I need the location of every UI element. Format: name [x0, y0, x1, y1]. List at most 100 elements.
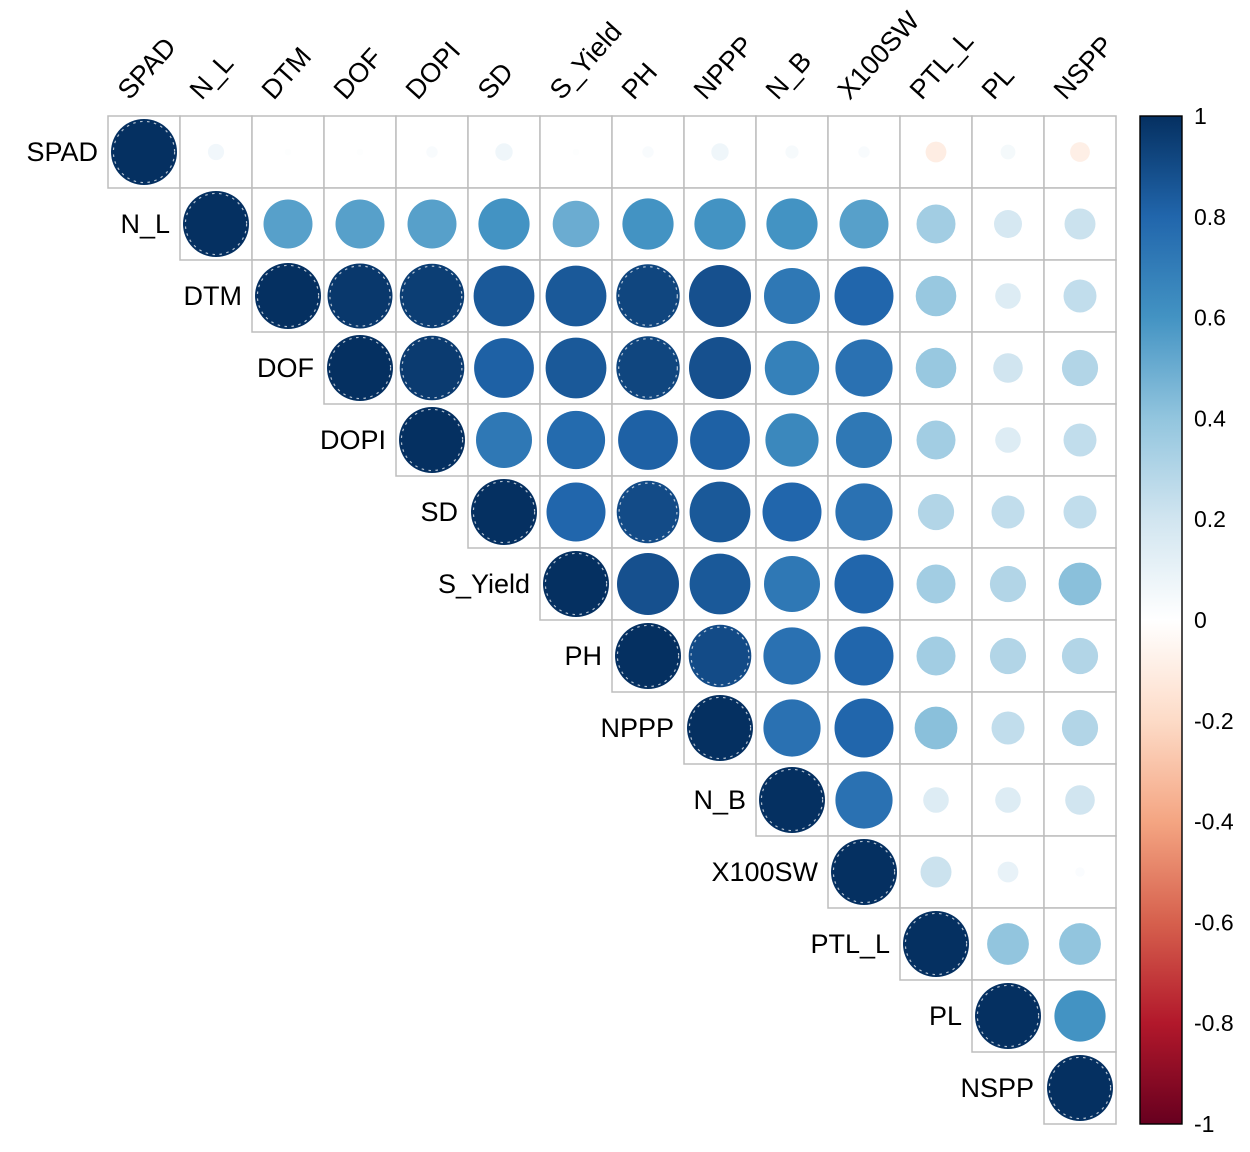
correlation-circle [765, 413, 819, 467]
circle-outline-ring [832, 840, 896, 904]
correlation-circle [1000, 144, 1016, 160]
correlation-circle [835, 339, 893, 397]
correlation-circle [1063, 279, 1097, 313]
correlation-circle [543, 551, 609, 617]
correlation-circle [1061, 349, 1099, 387]
correlation-circle [426, 146, 438, 158]
row-label: DOPI [320, 425, 386, 455]
correlation-circle [545, 265, 607, 327]
correlation-circle [399, 335, 465, 401]
colorbar-tick-label: 0 [1194, 607, 1207, 633]
correlation-circle [997, 861, 1019, 883]
correlation-circle [111, 119, 177, 185]
row-label: PH [564, 641, 602, 671]
colorbar-tick-label: 0.2 [1194, 506, 1226, 532]
correlation-circle [694, 198, 746, 250]
correlation-circle [764, 556, 820, 612]
column-label: NSPP [1048, 30, 1119, 105]
correlation-circle [615, 623, 681, 689]
correlation-circle [925, 141, 947, 163]
correlation-circle [572, 148, 580, 156]
correlation-circle [474, 338, 534, 398]
correlation-circle [622, 198, 674, 250]
circle-outline-ring [690, 626, 750, 686]
matrix-cell [611, 115, 685, 189]
correlation-circle [689, 265, 751, 327]
correlation-circle [914, 706, 958, 750]
correlation-circle [1059, 923, 1101, 965]
correlation-circle [207, 143, 225, 161]
correlation-circle [689, 553, 751, 615]
circle-outline-ring [472, 480, 536, 544]
correlation-circle [989, 565, 1027, 603]
correlation-circle [546, 482, 606, 542]
correlation-circle [546, 410, 606, 470]
colorbar-tick-label: -0.2 [1194, 708, 1234, 734]
circle-outline-ring [328, 336, 392, 400]
correlation-circle [399, 263, 465, 329]
correlation-circle [1070, 142, 1090, 162]
correlation-circle [991, 495, 1025, 529]
correlation-circle [991, 711, 1025, 745]
circle-outline-ring [760, 768, 824, 832]
correlation-circle [1054, 990, 1106, 1042]
circle-outline-ring [401, 337, 463, 399]
column-label: N_L [184, 48, 239, 105]
correlation-circle [785, 145, 799, 159]
circle-outline-ring [976, 984, 1040, 1048]
correlation-circle [762, 482, 822, 542]
correlation-circle [915, 347, 957, 389]
correlation-circle [616, 336, 680, 400]
row-label: DTM [184, 281, 242, 311]
correlation-circle [1063, 423, 1097, 457]
correlation-circle [903, 911, 969, 977]
correlation-circle [473, 265, 535, 327]
colorbar-tick-label: -0.8 [1194, 1010, 1234, 1036]
correlation-circle [835, 483, 893, 541]
correlation-circle [975, 983, 1041, 1049]
correlation-circle [1047, 1055, 1113, 1121]
correlation-circle [1064, 208, 1096, 240]
circle-outline-ring [112, 120, 176, 184]
correlation-circle [1061, 637, 1099, 675]
correlation-circle [834, 626, 894, 686]
correlation-circle [1065, 785, 1095, 815]
row-label: DOF [257, 353, 314, 383]
correlation-circle [183, 191, 249, 257]
correlation-circle [995, 283, 1021, 309]
correlation-circle [989, 637, 1027, 675]
row-label: N_B [693, 785, 746, 815]
correlation-circle [689, 337, 751, 399]
correlation-circle [255, 263, 321, 329]
column-label: SPAD [112, 32, 182, 105]
correlation-circle [689, 481, 751, 543]
circle-outline-ring [329, 265, 391, 327]
correlation-circle [831, 839, 897, 905]
row-label: N_L [120, 209, 170, 239]
correlation-circle [407, 199, 457, 249]
row-label: PTL_L [810, 929, 890, 959]
correlation-circle [1063, 495, 1097, 529]
matrix-cell [1043, 115, 1117, 189]
correlation-circle [763, 699, 821, 757]
correlation-circle [916, 636, 956, 676]
correlation-circle [618, 410, 678, 470]
column-label: PTL_L [904, 26, 980, 105]
correlation-circle [858, 146, 870, 158]
correlation-circle [916, 420, 956, 460]
correlation-circle [920, 856, 952, 888]
column-label: DOF [328, 43, 388, 105]
matrix-cell [1043, 259, 1117, 333]
correlation-circle [263, 199, 313, 249]
circle-outline-ring [400, 408, 464, 472]
correlation-circle [545, 337, 607, 399]
correlation-circle [690, 410, 750, 470]
correlation-circle [327, 335, 393, 401]
row-label: S_Yield [438, 569, 530, 599]
correlation-circle [917, 493, 955, 531]
correlation-circle [923, 787, 949, 813]
correlation-circle [993, 353, 1023, 383]
correlation-circle [915, 275, 957, 317]
row-label: SD [420, 497, 458, 527]
circle-outline-ring [616, 624, 680, 688]
